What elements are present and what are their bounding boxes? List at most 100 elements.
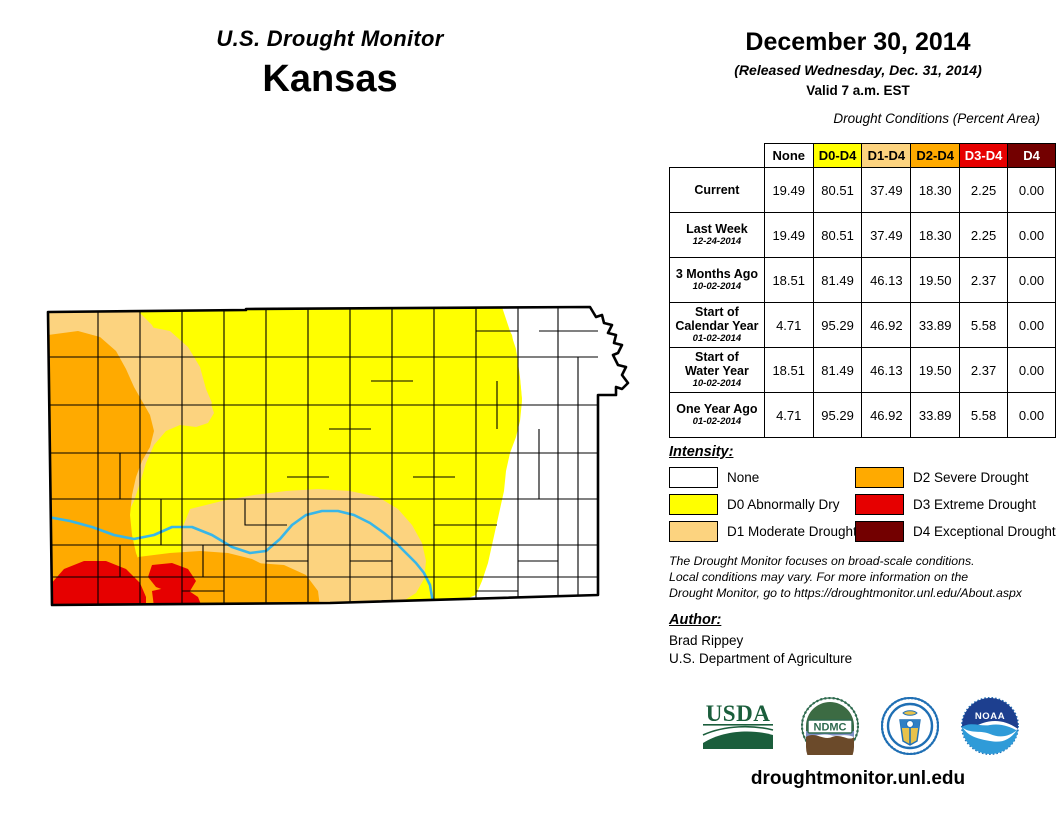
kansas-drought-map [30,295,640,625]
cell-wateryear-none: 18.51 [763,347,814,393]
program-title: U.S. Drought Monitor [216,26,444,51]
author-affiliation: U.S. Department of Agriculture [669,651,853,667]
right-panel: December 30, 2014 (Released Wednesday, D… [660,0,1056,816]
svg-text:NOAA: NOAA [975,711,1005,722]
layer-d0-ne-lobe [428,307,522,421]
author-block: Author: Brad Rippey U.S. Department of A… [669,612,1049,668]
cell-3months-d0d4: 81.49 [812,257,863,303]
col-header-d4: D4 [1007,143,1056,168]
intensity-legend-title: Intensity: [669,444,734,460]
cell-calyear-d3d4: 5.58 [959,302,1008,348]
row-label-text: One Year Ago [676,402,758,417]
cell-calyear-d4: 0.00 [1007,302,1056,348]
legend-item-d1: D1 Moderate Drought [669,521,857,542]
legend-item-d0: D0 Abnormally Dry [669,494,855,515]
row-label-text: 3 Months Ago [675,267,758,282]
swatch-d0-icon [669,494,718,515]
cell-oneyear-d4: 0.00 [1007,392,1056,438]
disclaimer-line-1: The Drought Monitor focuses on broad-sca… [669,554,975,568]
river-arkansas [48,509,436,605]
cell-wateryear-d1d4: 46.13 [861,347,912,393]
cell-wateryear-d4: 0.00 [1007,347,1056,393]
cell-oneyear-d3d4: 5.58 [959,392,1008,438]
legend-item-d4: D4 Exceptional Drought [855,521,1056,542]
cell-3months-d3d4: 2.37 [959,257,1008,303]
row-label-date: 01-02-2014 [692,333,742,345]
cell-oneyear-d1d4: 46.92 [861,392,912,438]
cell-current-d4: 0.00 [1007,167,1056,213]
date-header: December 30, 2014 (Released Wednesday, D… [660,0,1056,98]
row-label-one-year-ago: One Year Ago 01-02-2014 [669,392,765,438]
cell-oneyear-d2d4: 33.89 [910,392,961,438]
cell-oneyear-d0d4: 95.29 [812,392,863,438]
cell-lastweek-d3d4: 2.25 [959,212,1008,258]
author-title: Author: [669,612,722,628]
intensity-legend: Intensity: None D2 Severe Drought D0 Abn… [669,444,1056,542]
usdc-seal [881,697,939,755]
author-name: Brad Rippey [669,633,744,648]
table-row: Start of Calendar Year 01-02-2014 4.71 9… [669,302,1056,348]
col-header-d3d4: D3-D4 [959,143,1008,168]
noaa-logo: NOAA [961,697,1019,755]
layer-d3-sw-c [148,563,196,593]
svg-text:NDMC: NDMC [814,722,847,734]
swatch-d3-icon [855,494,904,515]
col-header-d0d4: D0-D4 [812,143,863,168]
row-label-date: 10-02-2014 [692,378,742,390]
table-row: Last Week 12-24-2014 19.49 80.51 37.49 1… [669,212,1056,258]
ndmc-logo: NDMC [801,697,859,755]
cell-lastweek-d0d4: 80.51 [812,212,863,258]
disclaimer-text: The Drought Monitor focuses on broad-sca… [669,553,1049,602]
cell-lastweek-d2d4: 18.30 [910,212,961,258]
report-date: December 30, 2014 [745,28,971,56]
table-row: Current 19.49 80.51 37.49 18.30 2.25 0.0… [669,167,1056,213]
legend-label-d4: D4 Exceptional Drought [913,524,1056,539]
table-body: Current 19.49 80.51 37.49 18.30 2.25 0.0… [669,167,1056,438]
cell-calyear-d0d4: 95.29 [812,302,863,348]
cell-wateryear-d2d4: 19.50 [910,347,961,393]
row-label-last-week: Last Week 12-24-2014 [669,212,765,258]
cell-wateryear-d0d4: 81.49 [812,347,863,393]
state-title: Kansas [262,58,398,100]
legend-label-d2: D2 Severe Drought [913,470,1029,485]
legend-label-d0: D0 Abnormally Dry [727,497,840,512]
cell-3months-d4: 0.00 [1007,257,1056,303]
valid-time: Valid 7 a.m. EST [806,83,910,98]
row-label-start-water-year: Start of Water Year 10-02-2014 [669,347,765,393]
site-url: droughtmonitor.unl.edu [750,768,966,789]
logo-row: USDA NDMC [660,690,1056,762]
legend-item-none: None [669,467,855,488]
table-caption: Drought Conditions (Percent Area) [833,111,1040,126]
disclaimer-line-3: Drought Monitor, go to https://droughtmo… [669,586,1022,601]
layer-d1-central-lobe [136,325,212,413]
col-header-none: None [763,143,814,168]
state-outline [46,305,630,607]
legend-label-d1: D1 Moderate Drought [727,524,857,539]
row-label-date: 12-24-2014 [692,236,742,248]
cell-current-none: 19.49 [763,167,814,213]
swatch-d4-icon [855,521,904,542]
row-label-text: Last Week [686,222,748,237]
table-row: Start of Water Year 10-02-2014 18.51 81.… [669,347,1056,393]
legend-label-d3: D3 Extreme Drought [913,497,1037,512]
cell-3months-none: 18.51 [763,257,814,303]
col-header-d1d4: D1-D4 [861,143,912,168]
row-label-start-calendar-year: Start of Calendar Year 01-02-2014 [669,302,765,348]
cell-oneyear-none: 4.71 [763,392,814,438]
row-label-text: Start of Calendar Year [675,305,759,334]
legend-item-d3: D3 Extreme Drought [855,494,1041,515]
row-label-text: Start of Water Year [684,350,749,379]
county-boundaries [48,307,598,605]
cell-current-d0d4: 80.51 [812,167,863,213]
swatch-none-icon [669,467,718,488]
legend-label-none: None [727,470,760,485]
layer-d2-southcentral [218,563,320,605]
drought-conditions-table: None D0-D4 D1-D4 D2-D4 D3-D4 D4 Current … [669,143,1056,438]
svg-text:USDA: USDA [706,701,771,726]
map-title-block: U.S. Drought Monitor Kansas [0,26,660,101]
cell-calyear-d1d4: 46.92 [861,302,912,348]
cell-wateryear-d3d4: 2.37 [959,347,1008,393]
release-date: (Released Wednesday, Dec. 31, 2014) [734,62,982,78]
table-row: 3 Months Ago 10-02-2014 18.51 81.49 46.1… [669,257,1056,303]
disclaimer-line-2: Local conditions may vary. For more info… [669,570,969,585]
